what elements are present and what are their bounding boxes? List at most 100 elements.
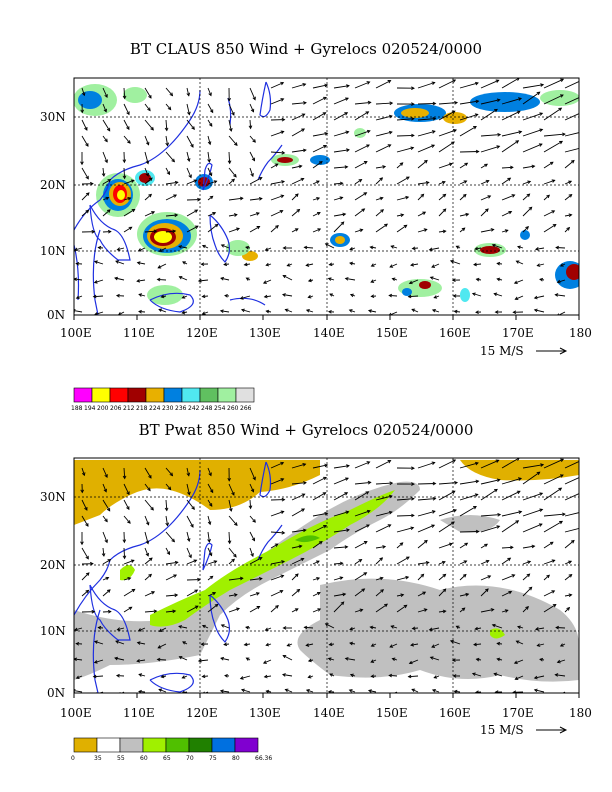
wind-vector bbox=[74, 247, 83, 251]
wind-vector bbox=[396, 162, 404, 169]
wind-vector bbox=[410, 643, 419, 646]
wind-vector-head bbox=[495, 79, 500, 83]
wind-vector bbox=[186, 209, 198, 217]
wind-vector bbox=[354, 101, 371, 105]
wind-vector bbox=[186, 103, 190, 115]
wind-vector bbox=[522, 91, 540, 105]
wind-vector-head bbox=[156, 277, 161, 282]
wind-vector-head bbox=[475, 461, 479, 466]
wind-vector bbox=[564, 81, 579, 89]
colorbar-label: 254 bbox=[214, 405, 226, 412]
wind-vector-head bbox=[208, 472, 212, 477]
wind-vector bbox=[557, 279, 566, 283]
wind-vector-head bbox=[514, 296, 519, 301]
wind-vector bbox=[158, 688, 167, 693]
wind-vector bbox=[430, 276, 440, 281]
wind-vector-head bbox=[92, 674, 97, 679]
wind-vector bbox=[123, 167, 126, 179]
wind-vector-head bbox=[527, 180, 532, 184]
colorbar-label: 200 bbox=[97, 405, 109, 412]
wind-vector-head bbox=[583, 146, 586, 149]
wind-vector bbox=[354, 144, 370, 153]
wind-vector-head bbox=[284, 688, 289, 693]
wind-vector-head bbox=[148, 557, 153, 562]
wind-vector bbox=[375, 209, 384, 217]
wind-vector bbox=[138, 627, 146, 632]
wind-vector-head bbox=[363, 541, 368, 545]
wind-vector-head bbox=[389, 101, 394, 106]
wind-vector-head bbox=[103, 488, 107, 493]
wind-vector-head bbox=[187, 491, 191, 496]
wind-vector-head bbox=[197, 278, 202, 283]
wind-vector bbox=[228, 197, 243, 201]
wind-vector-head bbox=[167, 106, 172, 111]
wind-vector bbox=[543, 541, 554, 549]
wind-vector-head bbox=[411, 308, 416, 312]
wind-vector-head bbox=[560, 458, 565, 462]
colorbar-swatch bbox=[73, 387, 93, 403]
wind-vector bbox=[102, 515, 108, 522]
wind-vector-head bbox=[423, 228, 428, 232]
wind-vector-head bbox=[251, 157, 256, 162]
wind-vector bbox=[291, 102, 307, 105]
wind-vector-head bbox=[181, 295, 186, 299]
lon-label: 120E bbox=[186, 326, 218, 340]
wind-vector-head bbox=[282, 293, 286, 297]
wind-vector-head bbox=[282, 654, 287, 659]
wind-vector-head bbox=[256, 212, 260, 216]
wind-vector-head bbox=[461, 607, 466, 612]
wind-vector bbox=[522, 165, 535, 169]
wind-vector bbox=[396, 176, 410, 185]
colorbar-swatch bbox=[181, 387, 201, 403]
wind-vector bbox=[144, 557, 153, 565]
wind-vector-head bbox=[461, 227, 466, 232]
wind-vector bbox=[522, 143, 543, 153]
wind-vector-head bbox=[366, 129, 371, 134]
wind-vector-head bbox=[107, 559, 112, 563]
wind-vector-head bbox=[94, 260, 98, 264]
wind-vector-head bbox=[411, 116, 415, 121]
wind-vector bbox=[241, 689, 251, 693]
wind-vector-head bbox=[379, 557, 384, 561]
wind-vector bbox=[564, 113, 579, 121]
wind-vector bbox=[81, 167, 89, 180]
wind-vector-head bbox=[551, 210, 556, 214]
wind-vector bbox=[564, 97, 579, 105]
wind-vector bbox=[144, 177, 153, 185]
wind-vector-head bbox=[305, 263, 310, 267]
wind-vector-head bbox=[265, 309, 270, 314]
wind-vector bbox=[270, 130, 284, 137]
wind-vector-head bbox=[208, 552, 213, 557]
wind-vector-head bbox=[275, 604, 279, 609]
wind-vector-head bbox=[138, 673, 143, 677]
wind-vector bbox=[291, 482, 307, 485]
wind-vector-head bbox=[449, 639, 454, 644]
wind-vector bbox=[291, 508, 305, 517]
wind-vector bbox=[438, 459, 456, 469]
wind-vector-head bbox=[518, 130, 523, 134]
wind-vector bbox=[114, 657, 125, 661]
wind-vector-head bbox=[513, 280, 518, 285]
wind-vector bbox=[265, 627, 272, 631]
wind-vector bbox=[543, 521, 563, 533]
wind-vector bbox=[121, 691, 125, 693]
wind-vector bbox=[123, 226, 132, 233]
wind-vector bbox=[81, 547, 89, 560]
wind-vector-head bbox=[462, 573, 467, 578]
wind-vector-head bbox=[165, 142, 170, 147]
lon-label: 100E bbox=[60, 706, 92, 720]
wind-vector bbox=[368, 690, 377, 693]
wind-vector-head bbox=[346, 464, 350, 468]
wind-vector-head bbox=[265, 262, 270, 267]
wind-vector bbox=[438, 194, 446, 201]
wind-vector-head bbox=[491, 243, 496, 248]
wind-vector-head bbox=[201, 624, 206, 629]
colorbar-label: 206 bbox=[110, 405, 122, 412]
wind-vector bbox=[501, 177, 511, 185]
wind-vector bbox=[263, 659, 272, 664]
wind-vector bbox=[228, 167, 237, 178]
wind-vector-head bbox=[236, 607, 240, 611]
wind-vector-head bbox=[171, 538, 176, 543]
wind-vector bbox=[564, 594, 572, 597]
wind-vector bbox=[459, 493, 478, 501]
